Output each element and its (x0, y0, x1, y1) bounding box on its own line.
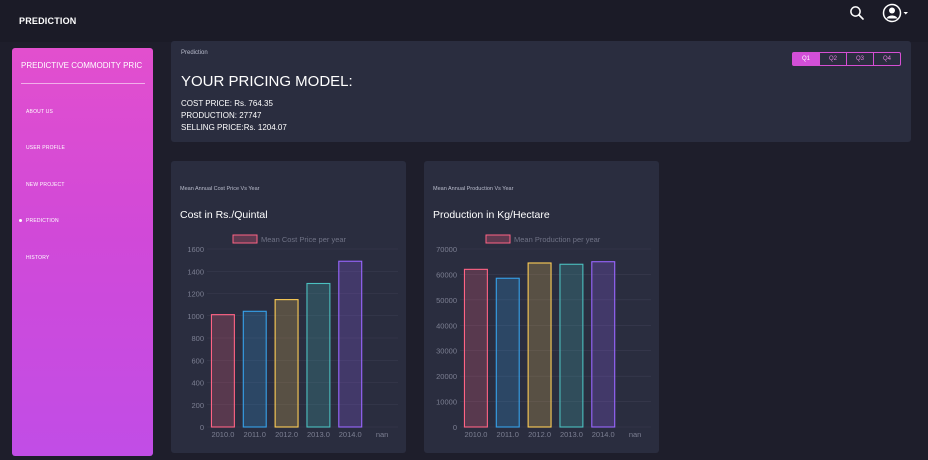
bar (495, 277, 520, 428)
pricing-model-heading: YOUR PRICING MODEL: (181, 73, 353, 90)
quarter-button-q4[interactable]: Q4 (873, 52, 901, 66)
x-tick-label: 2012.0 (275, 430, 298, 439)
bar (591, 261, 616, 428)
user-menu-button[interactable] (882, 3, 910, 23)
quarter-selector: Q1 Q2 Q3 Q4 (792, 52, 901, 66)
cost-bar-chart: Mean Cost Price per year 0 200 400 600 800 100… (187, 234, 398, 439)
x-tick-label: 2013.0 (307, 430, 330, 439)
sidebar-item-about-us[interactable]: ABOUT US (26, 109, 54, 115)
bar (463, 268, 488, 428)
y-tick-label: 800 (191, 334, 204, 343)
production-value: PRODUCTION: 27747 (181, 111, 262, 120)
y-tick-label: 200 (191, 401, 204, 410)
x-tick-label: nan (629, 430, 642, 439)
caret-down-icon (903, 12, 908, 15)
y-tick-label: 1600 (187, 245, 204, 254)
production-bar-chart: Mean Production per year 0 10000 20000 30000… (436, 234, 651, 439)
sidebar-divider (21, 83, 145, 84)
y-tick-label: 0 (453, 423, 457, 432)
cost-chart-subtitle: Mean Annual Cost Price Vs Year (180, 186, 260, 192)
x-tick-label: nan (376, 430, 389, 439)
sidebar-title: PREDICTIVE COMMODITY PRIC (21, 61, 143, 70)
x-tick-label: 2014.0 (339, 430, 362, 439)
legend-swatch (232, 234, 258, 244)
x-tick-label: 2014.0 (592, 430, 615, 439)
legend-swatch (485, 234, 511, 244)
x-tick-label: 2010.0 (211, 430, 234, 439)
sidebar-item-user-profile[interactable]: USER PROFILE (26, 145, 66, 151)
y-tick-label: 70000 (436, 245, 457, 254)
cost-price-value: COST PRICE: Rs. 764.35 (181, 99, 273, 108)
sidebar-item-prediction[interactable]: PREDICTION (26, 218, 59, 224)
legend-label: Mean Production per year (514, 235, 601, 244)
cost-chart-panel: Mean Annual Cost Price Vs Year Cost in R… (171, 161, 406, 453)
bar (559, 263, 584, 428)
search-icon[interactable] (849, 5, 865, 21)
bar (274, 299, 299, 428)
y-tick-label: 0 (200, 423, 204, 432)
active-indicator-dot (19, 219, 22, 222)
prediction-panel: Prediction YOUR PRICING MODEL: COST PRIC… (171, 41, 911, 142)
y-tick-label: 10000 (436, 398, 457, 407)
quarter-button-q3[interactable]: Q3 (846, 52, 874, 66)
y-tick-label: 1000 (187, 312, 204, 321)
sidebar: PREDICTIVE COMMODITY PRIC ABOUT US USER … (12, 48, 153, 456)
bar (210, 314, 235, 428)
x-tick-label: 2012.0 (528, 430, 551, 439)
quarter-button-q1[interactable]: Q1 (792, 52, 820, 66)
x-tick-label: 2013.0 (560, 430, 583, 439)
production-chart-panel: Mean Annual Production Vs Year Productio… (424, 161, 659, 453)
y-tick-label: 400 (191, 379, 204, 388)
bar (527, 262, 552, 428)
selling-price-value: SELLING PRICE:Rs. 1204.07 (181, 123, 287, 132)
breadcrumb: Prediction (181, 50, 208, 56)
page-title: PREDICTION (19, 16, 77, 26)
y-tick-label: 40000 (436, 321, 457, 330)
quarter-button-q2[interactable]: Q2 (819, 52, 847, 66)
sidebar-item-history[interactable]: HISTORY (26, 255, 50, 261)
legend-label: Mean Cost Price per year (261, 235, 347, 244)
x-tick-label: 2010.0 (464, 430, 487, 439)
bar (242, 310, 267, 428)
sidebar-item-new-project[interactable]: NEW PROJECT (26, 182, 65, 188)
production-chart-title: Production in Kg/Hectare (433, 209, 550, 221)
y-tick-label: 20000 (436, 372, 457, 381)
bar (338, 260, 363, 428)
y-tick-label: 60000 (436, 270, 457, 279)
y-tick-label: 600 (191, 356, 204, 365)
user-avatar-icon (882, 3, 902, 23)
production-chart-subtitle: Mean Annual Production Vs Year (433, 186, 514, 192)
y-tick-label: 30000 (436, 347, 457, 356)
y-tick-label: 50000 (436, 296, 457, 305)
top-bar: PREDICTION (0, 0, 928, 42)
bar (306, 282, 331, 428)
y-tick-label: 1200 (187, 290, 204, 299)
y-tick-label: 1400 (187, 267, 204, 276)
x-tick-label: 2011.0 (244, 430, 266, 439)
x-tick-label: 2011.0 (497, 430, 519, 439)
cost-chart-title: Cost in Rs./Quintal (180, 209, 268, 221)
